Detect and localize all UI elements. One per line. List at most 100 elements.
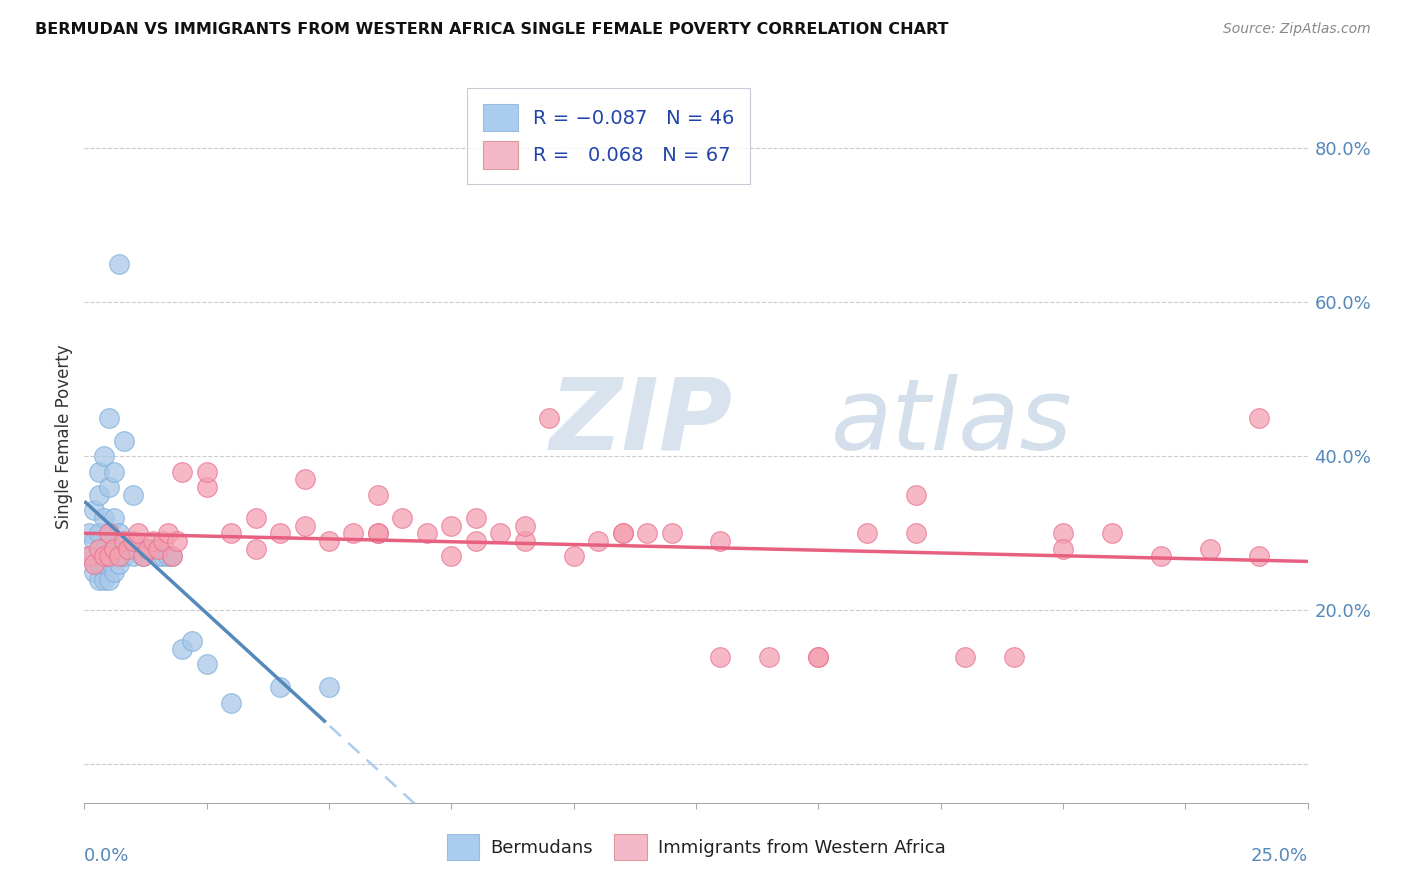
Point: [112, 534, 135, 549]
Point: [367, 526, 389, 541]
Point: [87, 557, 110, 571]
Point: [166, 534, 188, 549]
Point: [513, 534, 536, 549]
Point: [905, 526, 928, 541]
Point: [219, 696, 242, 710]
Point: [1247, 549, 1270, 564]
Text: 25.0%: 25.0%: [1250, 847, 1308, 864]
Point: [538, 410, 561, 425]
Point: [294, 472, 316, 486]
Point: [953, 649, 976, 664]
Point: [1002, 649, 1025, 664]
Point: [156, 549, 179, 564]
Point: [1198, 541, 1220, 556]
Point: [97, 526, 120, 541]
Point: [612, 526, 634, 541]
Point: [112, 434, 135, 448]
Point: [117, 541, 139, 556]
Point: [1247, 410, 1270, 425]
Point: [464, 534, 486, 549]
Point: [807, 649, 830, 664]
Point: [87, 573, 110, 587]
Point: [269, 526, 291, 541]
Point: [318, 534, 340, 549]
Text: atlas: atlas: [831, 374, 1073, 471]
Point: [132, 549, 155, 564]
Point: [97, 410, 120, 425]
Point: [294, 518, 316, 533]
Point: [97, 573, 120, 587]
Point: [367, 488, 389, 502]
Point: [636, 526, 658, 541]
Point: [709, 534, 731, 549]
Point: [440, 549, 463, 564]
Point: [661, 526, 683, 541]
Point: [612, 526, 634, 541]
Point: [112, 549, 135, 564]
Point: [103, 511, 125, 525]
Point: [87, 465, 110, 479]
Text: ZIP: ZIP: [550, 374, 733, 471]
Point: [152, 549, 174, 564]
Point: [103, 465, 125, 479]
Point: [586, 534, 609, 549]
Point: [127, 526, 149, 541]
Point: [172, 465, 194, 479]
Point: [93, 573, 115, 587]
Point: [107, 549, 129, 564]
Point: [195, 657, 218, 672]
Point: [709, 649, 731, 664]
Point: [83, 534, 105, 549]
Point: [440, 518, 463, 533]
Point: [103, 541, 125, 556]
Point: [93, 541, 115, 556]
Point: [269, 681, 291, 695]
Text: BERMUDAN VS IMMIGRANTS FROM WESTERN AFRICA SINGLE FEMALE POVERTY CORRELATION CHA: BERMUDAN VS IMMIGRANTS FROM WESTERN AFRI…: [35, 22, 949, 37]
Point: [93, 557, 115, 571]
Point: [97, 480, 120, 494]
Point: [97, 549, 120, 564]
Point: [87, 541, 110, 556]
Text: 0.0%: 0.0%: [84, 847, 129, 864]
Point: [181, 634, 204, 648]
Point: [856, 526, 879, 541]
Point: [97, 549, 120, 564]
Point: [136, 541, 159, 556]
Point: [391, 511, 413, 525]
Point: [77, 549, 100, 564]
Point: [245, 511, 267, 525]
Point: [87, 526, 110, 541]
Point: [245, 541, 267, 556]
Point: [156, 526, 179, 541]
Point: [93, 450, 115, 464]
Point: [132, 549, 155, 564]
Point: [146, 549, 169, 564]
Point: [83, 557, 105, 571]
Point: [1052, 526, 1074, 541]
Point: [464, 511, 486, 525]
Point: [195, 465, 218, 479]
Point: [83, 503, 105, 517]
Point: [136, 541, 159, 556]
Legend: Bermudans, Immigrants from Western Africa: Bermudans, Immigrants from Western Afric…: [440, 827, 952, 867]
Point: [77, 526, 100, 541]
Point: [758, 649, 780, 664]
Point: [83, 565, 105, 579]
Point: [117, 541, 139, 556]
Point: [905, 488, 928, 502]
Point: [152, 534, 174, 549]
Point: [93, 549, 115, 564]
Point: [195, 480, 218, 494]
Point: [103, 541, 125, 556]
Point: [107, 557, 129, 571]
Point: [513, 518, 536, 533]
Point: [142, 541, 165, 556]
Point: [172, 641, 194, 656]
Point: [87, 488, 110, 502]
Y-axis label: Single Female Poverty: Single Female Poverty: [55, 345, 73, 529]
Point: [489, 526, 512, 541]
Point: [1101, 526, 1123, 541]
Point: [807, 649, 830, 664]
Point: [162, 549, 184, 564]
Point: [219, 526, 242, 541]
